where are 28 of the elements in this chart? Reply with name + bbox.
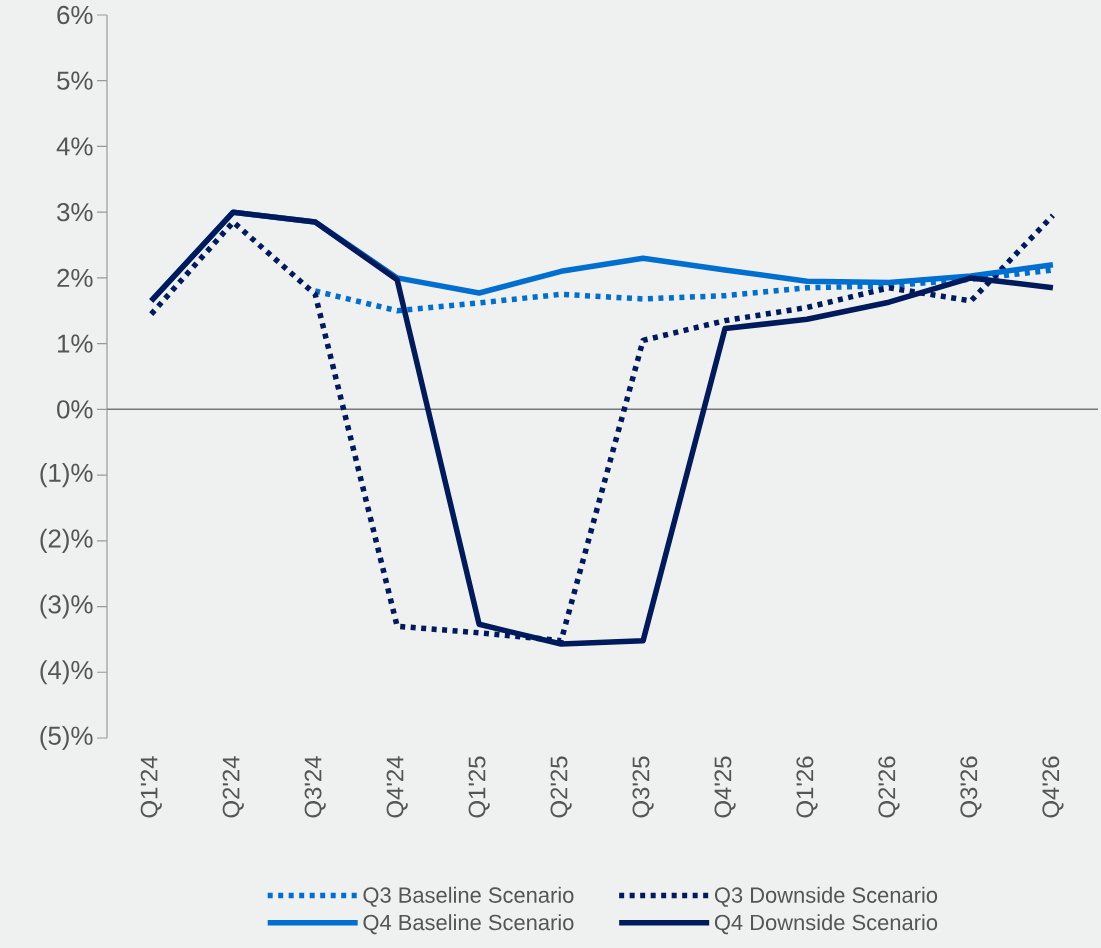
- y-tick-label: (4)%: [40, 660, 93, 685]
- y-tick-label: 3%: [57, 202, 93, 222]
- y-tick-label: 1%: [58, 334, 93, 353]
- y-tick-label: 0%: [57, 400, 93, 419]
- x-tick-label: Q2'26: [878, 756, 900, 818]
- x-tick-label: Q3'25: [632, 756, 654, 818]
- y-tick-label: 2%: [57, 268, 93, 288]
- x-tick-label: Q1'26: [796, 756, 818, 818]
- x-tick-label: Q3'24: [304, 756, 326, 818]
- x-tick-label: Q4'26: [1042, 756, 1064, 818]
- y-tick-label: (3)%: [40, 594, 93, 619]
- y-tick-label: 4%: [56, 137, 93, 156]
- x-tick-label: Q4'25: [714, 756, 736, 818]
- x-tick-label: Q2'24: [222, 756, 244, 818]
- legend-label: Q4 Baseline Scenario: [363, 914, 574, 935]
- y-tick-label: (5)%: [40, 725, 93, 751]
- legend-label: Q4 Downside Scenario: [714, 914, 938, 935]
- y-tick-label: (2)%: [40, 528, 93, 553]
- x-tick-label: Q1'25: [468, 756, 490, 818]
- x-tick-label: Q3'26: [960, 756, 982, 818]
- x-tick-label: Q1'24: [140, 756, 162, 818]
- y-tick-label: (1)%: [40, 463, 93, 488]
- y-tick-label: 6%: [57, 5, 93, 25]
- x-tick-label: Q2'25: [550, 756, 572, 818]
- legend-label: Q3 Downside Scenario: [714, 886, 938, 907]
- legend-label: Q3 Baseline Scenario: [363, 886, 574, 907]
- x-tick-label: Q4'24: [386, 756, 408, 818]
- y-tick-label: 5%: [57, 71, 93, 90]
